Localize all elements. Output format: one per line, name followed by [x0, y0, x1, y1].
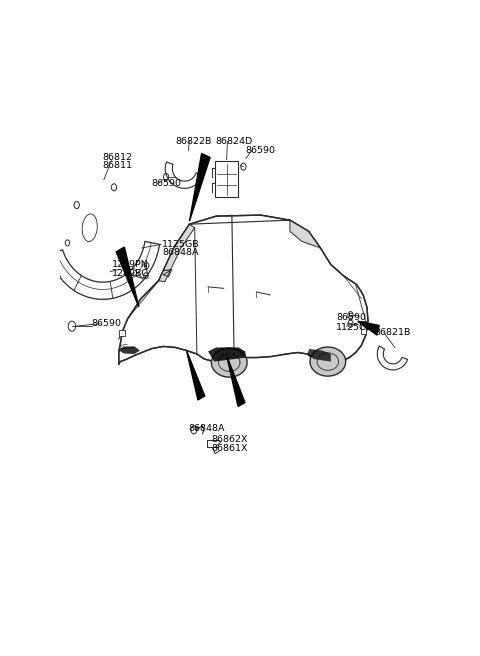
Text: 1249PN: 1249PN: [112, 260, 149, 269]
FancyBboxPatch shape: [360, 321, 366, 334]
Polygon shape: [48, 241, 159, 299]
Text: 86812: 86812: [103, 152, 133, 161]
Polygon shape: [165, 162, 203, 188]
Text: 86590: 86590: [151, 179, 181, 188]
Text: 86590: 86590: [245, 146, 275, 155]
Polygon shape: [358, 321, 379, 335]
Text: 86824D: 86824D: [216, 137, 253, 146]
Polygon shape: [290, 220, 321, 248]
Polygon shape: [186, 350, 205, 400]
Ellipse shape: [82, 214, 97, 241]
Text: 1125GB: 1125GB: [336, 323, 373, 332]
Polygon shape: [310, 347, 346, 376]
FancyBboxPatch shape: [216, 161, 238, 197]
Text: 86811: 86811: [103, 161, 133, 170]
Polygon shape: [211, 348, 247, 377]
Text: 86590: 86590: [92, 319, 121, 328]
Text: 86848A: 86848A: [162, 249, 199, 258]
Polygon shape: [208, 348, 246, 361]
Text: 1249BC: 1249BC: [112, 269, 149, 277]
Polygon shape: [119, 215, 368, 364]
Text: 86862X: 86862X: [211, 436, 248, 444]
Polygon shape: [227, 356, 245, 407]
Polygon shape: [377, 346, 408, 370]
Text: 86821B: 86821B: [374, 328, 411, 337]
Text: 1125GB: 1125GB: [162, 240, 200, 249]
Text: 86861X: 86861X: [211, 444, 248, 453]
Polygon shape: [307, 349, 331, 361]
Text: 86590: 86590: [336, 313, 366, 322]
FancyBboxPatch shape: [119, 330, 125, 337]
Polygon shape: [190, 154, 210, 221]
Text: 86848A: 86848A: [188, 424, 225, 433]
Text: 86822B: 86822B: [175, 137, 212, 146]
Polygon shape: [116, 247, 139, 307]
Polygon shape: [158, 224, 195, 282]
Polygon shape: [119, 346, 140, 354]
